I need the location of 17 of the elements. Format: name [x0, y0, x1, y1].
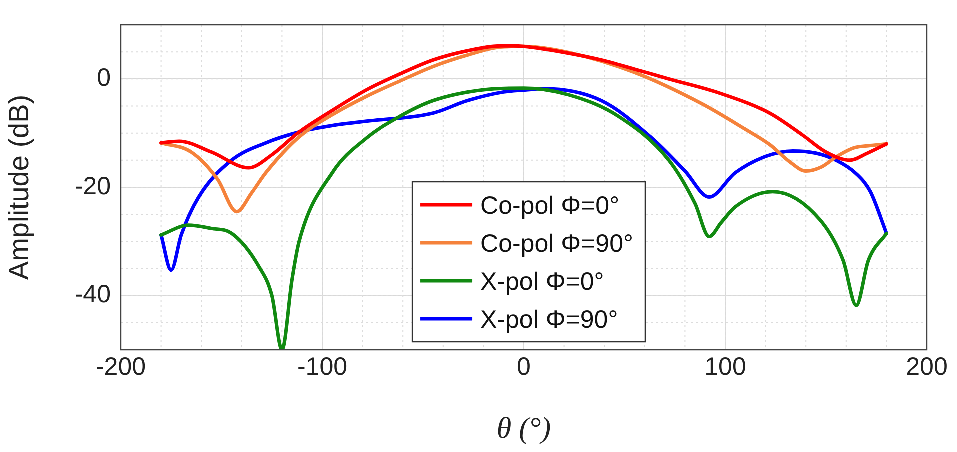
legend-label: Co-pol Φ=0°	[480, 192, 620, 220]
x-tick-label: -100	[297, 352, 348, 381]
y-tick-label: 0	[97, 64, 111, 92]
line-series	[160, 44, 888, 170]
x-tick-label: 100	[704, 352, 746, 381]
y-axis-title: Amplitude (dB)	[4, 94, 35, 280]
line-series	[160, 86, 888, 350]
line-series	[160, 87, 888, 272]
y-tick-label: -40	[74, 280, 111, 309]
legend-label: Co-pol Φ=90°	[480, 230, 634, 258]
x-axis-title: θ (°)	[496, 412, 552, 445]
y-tick-label: -20	[74, 172, 111, 200]
x-tick-label: -200	[96, 352, 146, 381]
legend-label: X-pol Φ=90°	[480, 306, 618, 334]
x-tick-label: 200	[906, 352, 948, 381]
x-tick-label: 0	[517, 352, 531, 381]
legend-label: X-pol Φ=0°	[480, 268, 604, 296]
